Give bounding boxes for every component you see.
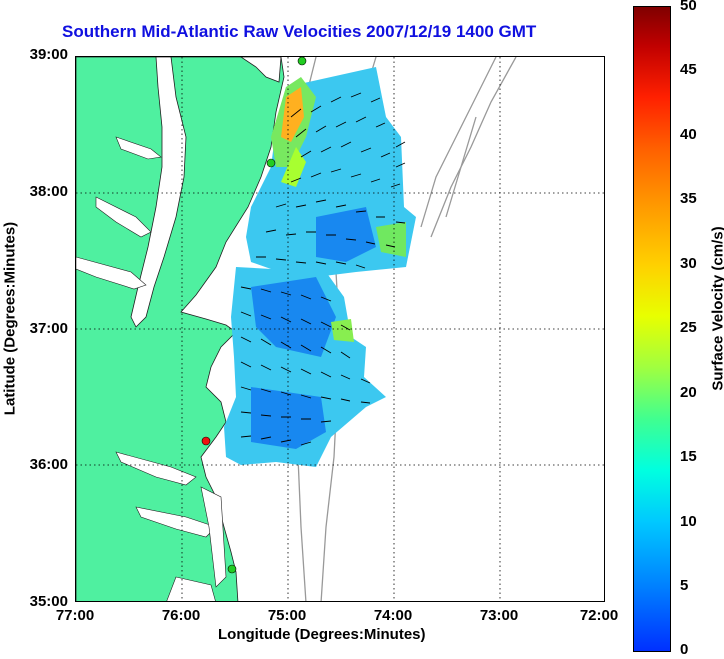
x-tick-label: 74:00 <box>373 607 413 624</box>
colorbar-tick: 45 <box>680 61 697 78</box>
x-tick-label: 76:00 <box>161 607 201 624</box>
colorbar-tick: 20 <box>680 384 697 401</box>
colorbar-tick: 25 <box>680 319 697 336</box>
colorbar-tick: 30 <box>680 255 697 272</box>
y-tick-label: 37:00 <box>29 320 68 337</box>
x-tick-label: 75:00 <box>267 607 307 624</box>
station-marker-green <box>297 57 307 66</box>
colorbar-tick: 10 <box>680 513 697 530</box>
station-marker-green <box>266 158 276 168</box>
y-axis-label: Latitude (Degrees:Minutes) <box>1 221 19 416</box>
colorbar <box>633 6 671 652</box>
x-tick-label: 77:00 <box>55 607 95 624</box>
station-marker-red <box>201 436 211 446</box>
y-tick-label: 35:00 <box>29 593 68 610</box>
colorbar-label: Surface Velocity (cm/s) <box>709 226 724 391</box>
x-axis-label: Longitude (Degrees:Minutes) <box>218 626 426 643</box>
y-tick-label: 38:00 <box>29 183 68 200</box>
map-title: Southern Mid-Atlantic Raw Velocities 200… <box>62 22 537 41</box>
colorbar-tick: 0 <box>680 641 689 658</box>
colorbar-tick: 35 <box>680 190 697 207</box>
x-tick-label: 73:00 <box>479 607 519 624</box>
y-tick-label: 39:00 <box>29 46 68 63</box>
colorbar-tick: 15 <box>680 448 697 465</box>
velocity-vectors <box>240 92 406 446</box>
graticule <box>76 57 604 601</box>
map-canvas <box>76 57 604 601</box>
colorbar-tick: 40 <box>680 126 697 143</box>
y-tick-label: 36:00 <box>29 456 68 473</box>
station-marker-green <box>227 564 237 574</box>
colorbar-tick: 50 <box>680 0 697 14</box>
velocity-field <box>224 67 416 467</box>
chesapeake-bay <box>130 57 187 328</box>
colorbar-tick: 5 <box>680 577 689 594</box>
map-plot-area <box>75 56 605 602</box>
x-tick-label: 72:00 <box>579 607 619 624</box>
